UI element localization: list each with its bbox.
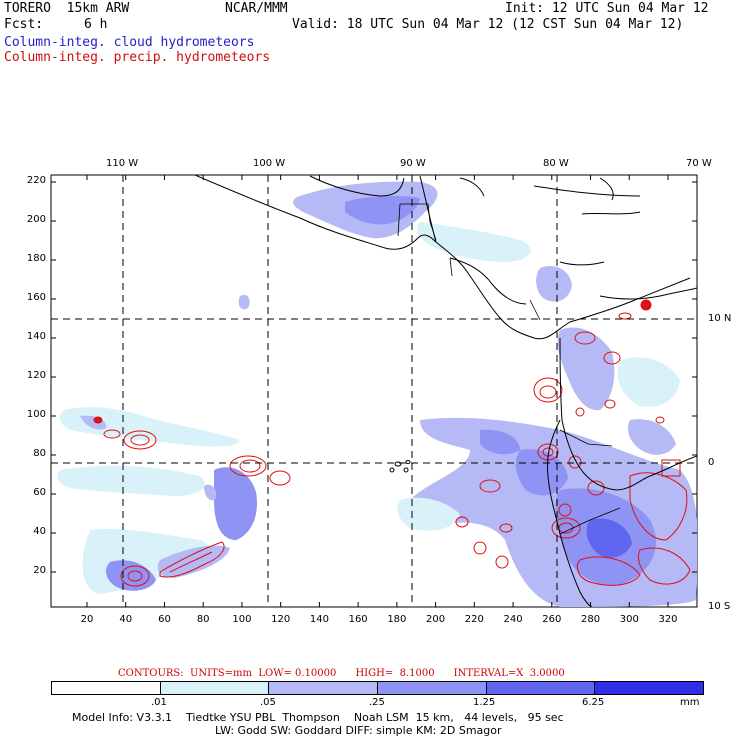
cloud-region-caribbean: [416, 222, 531, 262]
lon-label-80w: 80 W: [543, 158, 569, 169]
x-tick-label: 280: [580, 614, 601, 625]
x-tick-label: 140: [309, 614, 329, 625]
lon-label-90w: 90 W: [400, 158, 426, 169]
cloud-region-gulf-core: [345, 195, 420, 225]
y-tick-label: 100: [26, 409, 46, 420]
y-tick-label: 20: [33, 565, 46, 576]
init-time: Init: 12 UTC Sun 04 Mar 12: [505, 1, 709, 16]
color-legend-bar: [51, 681, 704, 695]
latlon-grid: [51, 175, 697, 607]
cloud-region-mid-a: [57, 465, 205, 496]
legend-label-005: .05: [260, 697, 276, 708]
legend-swatch: [377, 682, 486, 694]
y-tick-label: 120: [26, 370, 46, 381]
x-tick-label: 100: [232, 614, 252, 625]
x-tick-label: 300: [619, 614, 639, 625]
lat-label-10n: 10 N: [708, 313, 732, 324]
cloud-hydrometeor-shading: [57, 181, 697, 607]
model-title: TORERO 15km ARW: [4, 1, 130, 16]
legend-swatch: [594, 682, 704, 694]
y-tick-label: 160: [26, 292, 46, 303]
x-tick-label: 220: [464, 614, 484, 625]
x-tick-label: 200: [426, 614, 446, 625]
x-tick-label: 60: [158, 614, 171, 625]
x-tick-label: 120: [271, 614, 291, 625]
lat-label-0: 0: [708, 457, 715, 468]
legend-label-125: 1.25: [473, 697, 496, 708]
country-borders: [397, 203, 621, 535]
legend-swatch: [268, 682, 378, 694]
cloud-region-west-1: [238, 294, 250, 310]
cloud-region-colombia-n: [536, 265, 572, 302]
legend-swatch: [485, 682, 595, 694]
y-tick-label: 200: [26, 214, 46, 225]
cloud-region-mid-b: [214, 467, 258, 540]
lon-label-110w: 110 W: [106, 158, 139, 169]
cloud-region-east-deep: [586, 518, 632, 558]
field-cloud-label: Column-integ. cloud hydrometeors: [4, 35, 255, 50]
x-tick-label: 320: [658, 614, 678, 625]
cloud-region-east-3: [628, 419, 676, 455]
forecast-hour: 6 h: [84, 17, 108, 32]
cloud-region-west-2: [60, 407, 241, 447]
x-tick-label: 160: [348, 614, 368, 625]
x-tick-label: 260: [542, 614, 562, 625]
y-tick-label: 40: [33, 526, 46, 537]
cloud-region-east-core-1: [480, 429, 520, 455]
legend-swatch: [52, 682, 160, 694]
lon-label-70w: 70 W: [686, 158, 712, 169]
axis-ticks: [51, 175, 697, 607]
x-tick-label: 240: [503, 614, 523, 625]
cloud-region-mid-c: [204, 484, 217, 501]
legend-label-001: .01: [151, 697, 167, 708]
legend-label-025: .25: [369, 697, 385, 708]
coastlines: [194, 175, 697, 607]
lon-label-100w: 100 W: [253, 158, 286, 169]
x-tick-label: 80: [196, 614, 210, 625]
contours-info: CONTOURS: UNITS=mm LOW= 0.10000 HIGH= 8.…: [118, 668, 565, 679]
x-tick-label: 40: [119, 614, 133, 625]
y-tick-label: 80: [33, 448, 46, 459]
x-tick-label: 20: [80, 614, 94, 625]
y-tick-label: 220: [26, 175, 46, 186]
center-label: NCAR/MMM: [225, 1, 288, 16]
lat-label-10s: 10 S: [708, 601, 731, 612]
cloud-region-south-c: [157, 545, 230, 578]
field-precip-label: Column-integ. precip. hydrometeors: [4, 50, 271, 65]
cloud-region-east-2: [617, 357, 680, 407]
y-tick-label: 140: [26, 331, 46, 342]
model-info-line2: LW: Godd SW: Goddard DIFF: simple KM: 2D…: [215, 724, 502, 737]
valid-time: Valid: 18 UTC Sun 04 Mar 12 (12 CST Sun …: [292, 17, 684, 32]
cloud-region-north-sa: [557, 327, 615, 411]
cloud-region-east-core-2: [515, 449, 568, 496]
legend-unit: mm: [680, 697, 700, 708]
x-tick-label: 180: [387, 614, 407, 625]
model-info-line1: Model Info: V3.3.1 Tiedtke YSU PBL Thomp…: [72, 711, 564, 724]
y-tick-label: 60: [33, 487, 46, 498]
forecast-label: Fcst:: [4, 17, 44, 32]
cloud-region-east-4: [397, 497, 460, 531]
y-tick-label: 180: [26, 253, 46, 264]
legend-swatch: [159, 682, 269, 694]
legend-label-625: 6.25: [582, 697, 605, 708]
